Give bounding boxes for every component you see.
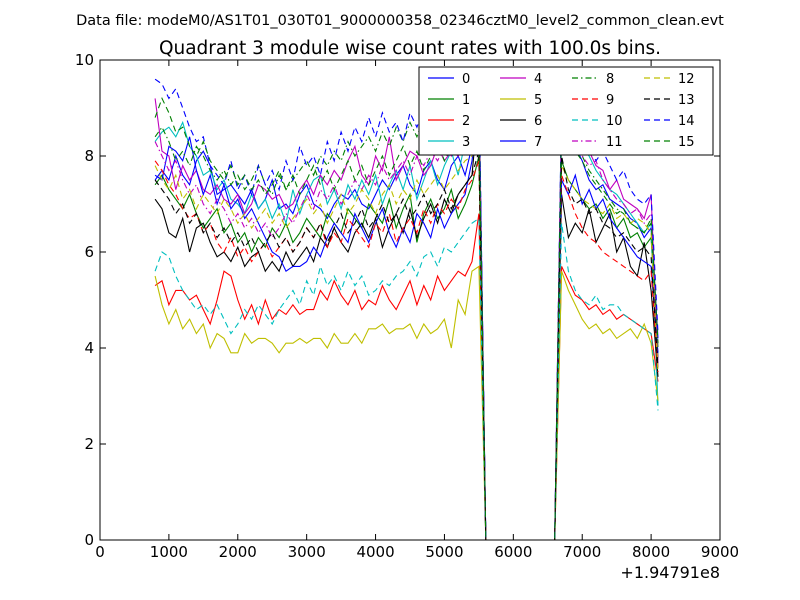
chart-title: Quadrant 3 module wise count rates with … [159, 38, 661, 59]
legend-entry-12: 12 [644, 72, 695, 87]
legend-entry-9: 9 [572, 93, 614, 108]
legend-entry-15: 15 [644, 135, 695, 150]
legend-entry-14: 14 [644, 114, 695, 129]
legend-entry-10: 10 [572, 114, 623, 129]
legend-entry-13: 13 [644, 93, 695, 108]
series-line-12 [154, 136, 659, 541]
series-line-2 [154, 213, 659, 541]
legend-entry-7: 7 [500, 135, 542, 150]
legend-label: 7 [534, 135, 542, 150]
series-line-6 [154, 98, 659, 541]
legend-label: 10 [606, 114, 623, 129]
x-tick-label: 9000 [701, 543, 739, 561]
ticks-layer: 0 1000 2000 3000 4000 5000 6000 7000 8000 9000 0 2 4… [75, 51, 739, 561]
legend-label: 11 [606, 135, 623, 150]
chart-suptitle: Data file: modeM0/AS1T01_030T01_90000003… [76, 13, 724, 29]
legend-label: 9 [606, 93, 614, 108]
y-tick-label: 2 [84, 435, 94, 453]
x-tick-label: 0 [95, 543, 105, 561]
legend-entry-11: 11 [572, 135, 623, 150]
legend-entry-2: 2 [428, 114, 470, 129]
legend-label: 14 [678, 114, 695, 129]
x-tick-label: 5000 [425, 543, 463, 561]
y-tick-label: 6 [84, 243, 94, 261]
legend-label: 1 [462, 93, 470, 108]
series-line-10 [154, 217, 659, 541]
x-tick-label: 6000 [494, 543, 532, 561]
x-axis-offset-label: +1.94791e8 [620, 563, 720, 582]
legend-entry-0: 0 [428, 72, 470, 87]
series-line-7 [154, 98, 659, 541]
plot-frame [99, 59, 721, 541]
x-tick-label: 7000 [563, 543, 601, 561]
y-tick-label: 0 [84, 531, 94, 549]
legend-label: 2 [462, 114, 470, 129]
x-tick-label: 1000 [150, 543, 188, 561]
legend-label: 15 [678, 135, 695, 150]
legend-label: 3 [462, 135, 470, 150]
legend-label: 13 [678, 93, 695, 108]
legend-label: 0 [462, 72, 470, 87]
legend-label: 12 [678, 72, 695, 87]
series-line-5 [154, 265, 659, 541]
legend-entry-8: 8 [572, 72, 614, 87]
legend-label: 5 [534, 93, 542, 108]
legend-label: 6 [534, 114, 542, 129]
x-tick-label: 4000 [356, 543, 394, 561]
x-tick-label: 8000 [632, 543, 670, 561]
y-tick-label: 4 [84, 339, 94, 357]
y-tick-label: 8 [84, 147, 94, 165]
legend-label: 8 [606, 72, 614, 87]
series-line-9 [154, 160, 659, 541]
series-line-8 [154, 93, 659, 541]
legend-entry-5: 5 [500, 93, 542, 108]
x-tick-label: 2000 [219, 543, 257, 561]
legend-entry-4: 4 [500, 72, 542, 87]
x-tick-label: 3000 [288, 543, 326, 561]
y-tick-label: 10 [75, 51, 94, 69]
series-line-13 [154, 151, 659, 541]
legend-label: 4 [534, 72, 542, 87]
legend-entry-6: 6 [500, 114, 542, 129]
legend-frame [418, 66, 714, 156]
legend-entry-1: 1 [428, 93, 470, 108]
legend-entry-3: 3 [428, 135, 470, 150]
